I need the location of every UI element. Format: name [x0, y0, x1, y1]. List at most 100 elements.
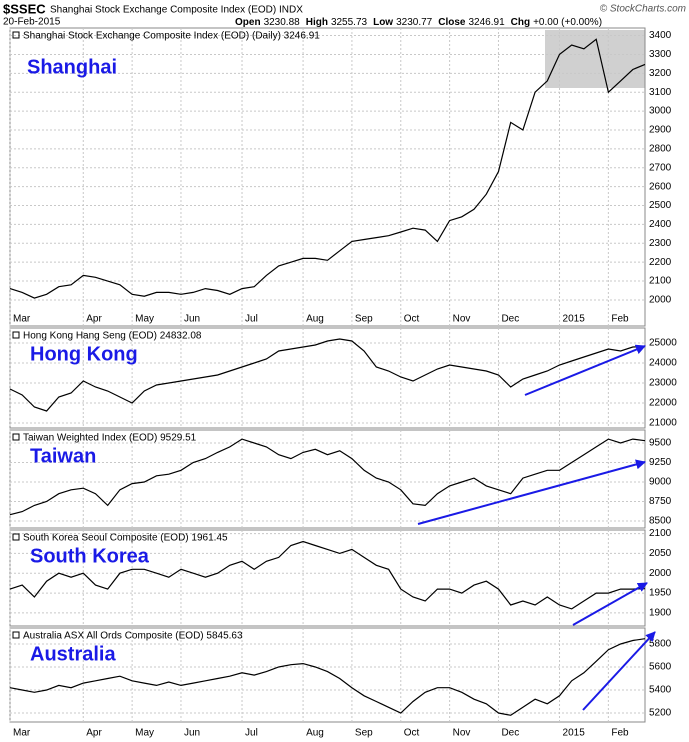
y-tick-label: 3200: [649, 68, 672, 79]
legend-icon: [12, 331, 20, 339]
y-tick-label: 2500: [649, 200, 672, 211]
x-tick-label: Nov: [453, 728, 471, 739]
x-tick-label: Oct: [404, 728, 420, 739]
quote-label: Open: [235, 17, 261, 28]
x-tick-label: May: [135, 728, 154, 739]
x-tick-label: Dec: [501, 728, 519, 739]
price-line: [9, 540, 646, 610]
x-tick-label: Mar: [13, 728, 31, 739]
x-tick-label: Sep: [355, 314, 373, 325]
x-tick-label: Apr: [86, 314, 102, 325]
y-tick-label: 2600: [649, 181, 672, 192]
panel-label: South Korea: [30, 545, 150, 567]
y-tick-label: 3100: [649, 87, 672, 98]
date: 20-Feb-2015: [3, 17, 61, 28]
y-tick-label: 1950: [649, 588, 672, 599]
y-tick-label: 1900: [649, 608, 672, 619]
y-tick-label: 3400: [649, 30, 672, 41]
legend-icon: [12, 433, 20, 441]
quote-value: 3246.91: [468, 17, 505, 28]
y-tick-label: 5400: [649, 685, 672, 696]
quote-label: High: [306, 17, 328, 28]
highlight-box: [545, 30, 645, 88]
x-tick-label: Nov: [453, 314, 471, 325]
legend-entry: Hong Kong Hang Seng (EOD) 24832.08: [23, 331, 202, 342]
y-tick-label: 22000: [649, 398, 677, 409]
y-tick-label: 9000: [649, 477, 672, 488]
legend-entry: Taiwan Weighted Index (EOD) 9529.51: [23, 433, 197, 444]
y-tick-label: 2000: [649, 568, 672, 579]
y-tick-label: 5200: [649, 708, 672, 719]
y-tick-label: 25000: [649, 338, 677, 349]
x-tick-label: Sep: [355, 728, 373, 739]
y-tick-label: 2700: [649, 162, 672, 173]
price-line: [9, 438, 646, 516]
quote: Open 3230.88 High 3255.73 Low 3230.77 Close 324…: [235, 17, 602, 28]
quote-label: Chg: [511, 17, 530, 28]
x-tick-label: Feb: [611, 314, 629, 325]
trend-arrow: [582, 631, 656, 711]
x-tick-label: Mar: [13, 314, 31, 325]
x-tick-label: Aug: [306, 314, 324, 325]
y-tick-label: 2400: [649, 219, 672, 230]
y-tick-label: 2200: [649, 257, 672, 268]
legend-entry: Australia ASX All Ords Composite (EOD) 5…: [23, 631, 243, 642]
x-tick-label: 2015: [563, 728, 586, 739]
symbol: $SSEC: [3, 1, 46, 16]
x-tick-label: Jun: [184, 728, 200, 739]
quote-value: 3230.88: [264, 17, 301, 28]
y-tick-label: 2100: [649, 276, 672, 287]
y-tick-label: 2800: [649, 144, 672, 155]
y-tick-label: 24000: [649, 358, 677, 369]
x-tick-label: Feb: [611, 728, 629, 739]
y-tick-label: 3300: [649, 49, 672, 60]
y-tick-label: 2900: [649, 125, 672, 136]
panel-label: Taiwan: [30, 445, 96, 467]
panel-label: Australia: [30, 643, 116, 665]
y-tick-label: 5800: [649, 639, 672, 650]
panel-label: Shanghai: [27, 56, 117, 78]
y-tick-label: 8500: [649, 516, 672, 527]
x-tick-label: Jul: [245, 728, 258, 739]
quote-value: 3255.73: [331, 17, 368, 28]
y-tick-label: 2050: [649, 548, 672, 559]
legend-icon: [12, 31, 20, 39]
y-tick-label: 21000: [649, 418, 677, 429]
x-tick-label: 2015: [563, 314, 586, 325]
price-line: [9, 638, 646, 716]
y-tick-label: 2300: [649, 238, 672, 249]
y-tick-label: 23000: [649, 378, 677, 389]
header-title: Shanghai Stock Exchange Composite Index …: [50, 5, 303, 16]
y-tick-label: 3000: [649, 106, 672, 117]
legend-icon: [12, 631, 20, 639]
x-tick-label: Jun: [184, 314, 200, 325]
x-tick-label: Aug: [306, 728, 324, 739]
y-tick-label: 8750: [649, 496, 672, 507]
trend-arrow: [524, 344, 646, 396]
x-tick-label: Oct: [404, 314, 420, 325]
legend-entry: Shanghai Stock Exchange Composite Index …: [23, 31, 320, 42]
y-tick-label: 5600: [649, 662, 672, 673]
legend-icon: [12, 533, 20, 541]
y-tick-label: 9500: [649, 438, 672, 449]
panel-frame: [9, 627, 646, 723]
panel-label: Hong Kong: [30, 343, 138, 365]
credit: © StockCharts.com: [600, 4, 686, 15]
y-tick-label: 2000: [649, 295, 672, 306]
y-tick-label: 9250: [649, 457, 672, 468]
price-line: [9, 338, 646, 412]
x-tick-label: Apr: [86, 728, 102, 739]
x-tick-label: Dec: [501, 314, 519, 325]
quote-label: Close: [438, 17, 466, 28]
quote-value: +0.00 (+0.00%): [533, 17, 602, 28]
trend-arrow: [572, 582, 648, 626]
legend-entry: South Korea Seoul Composite (EOD) 1961.4…: [23, 533, 228, 544]
price-line: [9, 38, 646, 299]
x-tick-label: Jul: [245, 314, 258, 325]
quote-label: Low: [373, 17, 393, 28]
trend-arrow: [417, 459, 646, 525]
y-tick-label: 2100: [649, 528, 672, 539]
x-tick-label: May: [135, 314, 154, 325]
